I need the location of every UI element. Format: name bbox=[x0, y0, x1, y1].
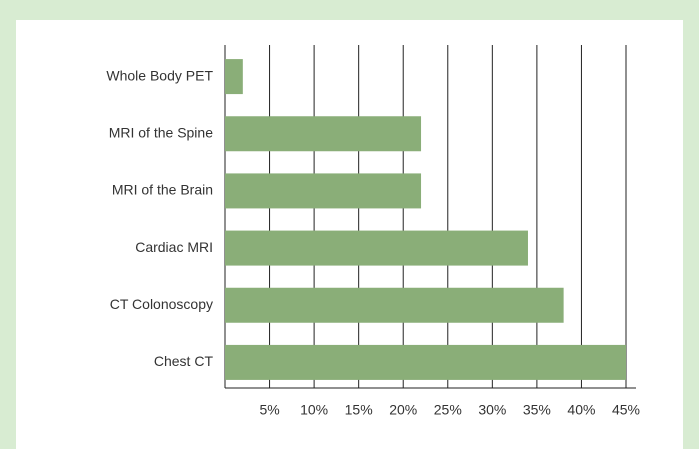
y-tick-label: Chest CT bbox=[154, 353, 214, 369]
x-tick-label: 15% bbox=[345, 402, 373, 418]
bar bbox=[225, 230, 528, 266]
x-tick-label: 5% bbox=[259, 402, 279, 418]
x-tick-label: 25% bbox=[434, 402, 462, 418]
x-tick-label: 45% bbox=[612, 402, 640, 418]
bar bbox=[225, 287, 564, 323]
y-tick-label: Cardiac MRI bbox=[135, 239, 213, 255]
x-tick-label: 40% bbox=[567, 402, 595, 418]
x-tick-label: 35% bbox=[523, 402, 551, 418]
bar bbox=[225, 173, 422, 209]
y-tick-label: MRI of the Spine bbox=[109, 124, 213, 140]
y-tick-label: Whole Body PET bbox=[106, 67, 213, 83]
y-tick-label: MRI of the Brain bbox=[112, 182, 213, 198]
bar bbox=[225, 116, 422, 152]
y-tick-label: CT Colonoscopy bbox=[110, 296, 213, 312]
x-tick-label: 20% bbox=[389, 402, 417, 418]
bar bbox=[225, 59, 243, 95]
x-tick-label: 10% bbox=[300, 402, 328, 418]
bar bbox=[225, 344, 626, 380]
x-tick-label: 30% bbox=[478, 402, 506, 418]
